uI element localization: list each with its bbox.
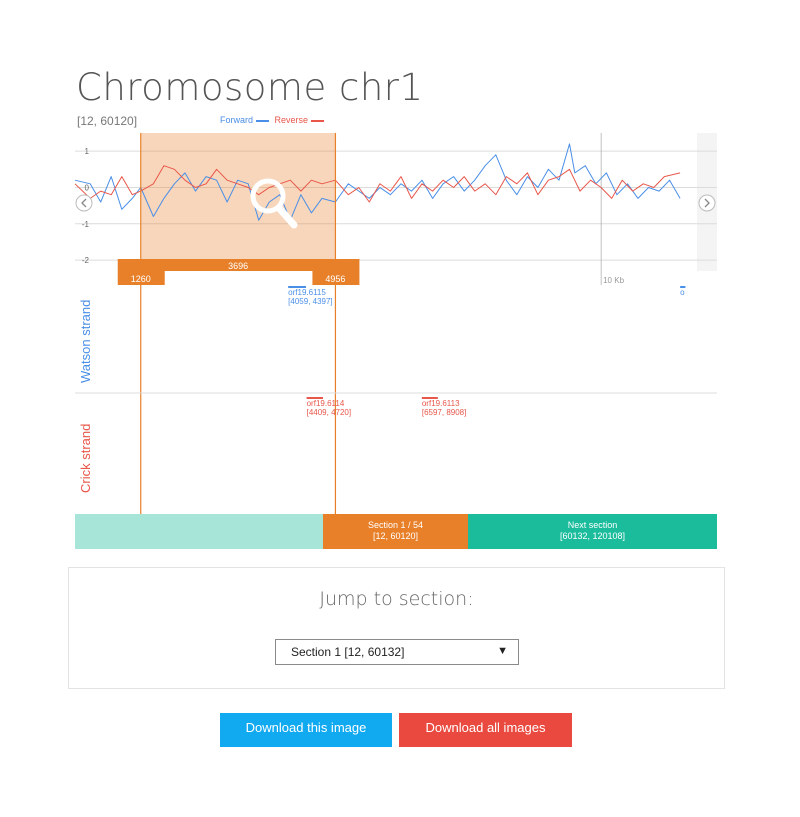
- legend-reverse-swatch: [311, 119, 325, 122]
- series-line-forward: [74, 143, 681, 221]
- gene-range: [4409, 4720]: [307, 408, 351, 417]
- download-all-images-button[interactable]: Download all images: [399, 713, 572, 747]
- current-section-bar: Section 1 / 54 [12, 60120]: [323, 514, 468, 549]
- current-section-label: Section 1 / 54: [367, 520, 424, 530]
- selection-bar[interactable]: [117, 259, 360, 271]
- chart-series: [74, 143, 681, 221]
- download-image-button[interactable]: Download this image: [220, 713, 392, 747]
- selection-band[interactable]: [140, 133, 336, 271]
- series-line-reverse: [74, 165, 681, 203]
- section-select-value: Section 1 [12, 60132]: [291, 645, 405, 659]
- y-tick-label: 1: [85, 147, 90, 156]
- gene-range: [6597, 8908]: [422, 408, 466, 417]
- previous-section-bar[interactable]: [75, 514, 323, 549]
- next-section-label: Next section: [567, 520, 618, 530]
- chromosome-range: [12, 60120]: [77, 114, 138, 128]
- y-tick-label: -1: [82, 220, 90, 229]
- gene-bar[interactable]: [306, 397, 323, 399]
- gene-bar[interactable]: [288, 286, 306, 288]
- y-tick-label: 0: [85, 183, 90, 192]
- gene-range: [4059, 4397]: [288, 297, 332, 306]
- zoom-magnifier-icon[interactable]: [250, 178, 298, 229]
- x-tick-label: 10 Kb: [603, 276, 624, 285]
- section-select[interactable]: Section 1 [12, 60132] ▼: [275, 639, 519, 665]
- jump-title: Jump to section:: [319, 588, 474, 610]
- legend-forward-swatch: [256, 119, 270, 122]
- current-section-range: [12, 60120]: [372, 531, 419, 541]
- watson-strand-label: Watson strand: [78, 299, 93, 383]
- chromosome-visualization: 10-1-2 10 Kb 3696 1260 4956 orf19.6115[4…: [74, 133, 717, 514]
- chart-legend: Forward Reverse: [220, 115, 327, 125]
- gene-bar[interactable]: [680, 286, 686, 288]
- next-section-button[interactable]: Next section [60132, 120108]: [468, 514, 717, 549]
- gene-tracks: orf19.6115[4059, 4397] o orf19.6114[4409, …: [288, 286, 686, 417]
- gene-name: orf19.6114: [307, 399, 345, 408]
- scroll-right-icon[interactable]: [698, 194, 716, 212]
- jump-to-section-panel: Jump to section: Section 1 [12, 60132] ▼: [68, 567, 725, 689]
- scroll-left-icon[interactable]: [75, 194, 93, 212]
- chart-area: [75, 133, 717, 271]
- selection-end-label: 4956: [325, 274, 345, 284]
- legend-forward: Forward: [220, 115, 254, 125]
- dropdown-arrow-icon: ▼: [497, 645, 508, 657]
- gene-name: o: [680, 288, 685, 297]
- selection-end-tab: [312, 271, 360, 285]
- y-axis-ticks: 1 0 -1 -2: [82, 147, 90, 265]
- gene-bar[interactable]: [421, 397, 438, 399]
- gene-name: orf19.6113: [422, 399, 460, 408]
- legend-reverse: Reverse: [274, 115, 309, 125]
- selection-length-label: 3696: [228, 261, 248, 271]
- page-title: Chromosome chr1: [76, 66, 424, 109]
- next-section-range: [60132, 120108]: [559, 531, 626, 541]
- selection-start-label: 1260: [131, 274, 151, 284]
- gene-name: orf19.6115: [288, 288, 326, 297]
- crick-strand-label: Crick strand: [78, 423, 93, 493]
- y-tick-label: -2: [82, 256, 90, 265]
- selection-start-tab: [117, 271, 165, 285]
